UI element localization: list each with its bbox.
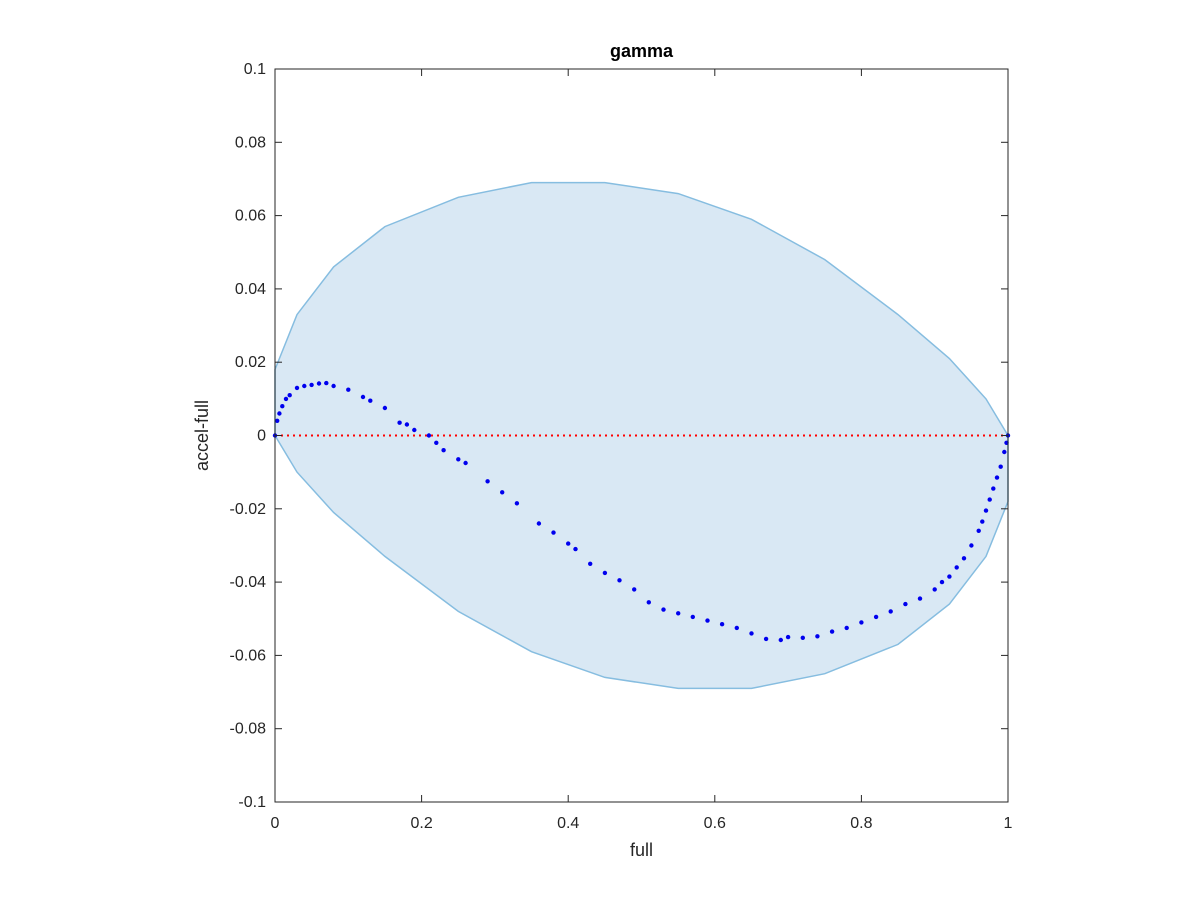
y-tick-label: 0.04 <box>235 281 266 298</box>
y-tick-label: 0.1 <box>244 61 266 78</box>
data-point <box>980 519 985 524</box>
data-point <box>346 387 351 392</box>
data-point <box>991 486 996 491</box>
y-tick-label: -0.08 <box>230 721 267 738</box>
data-point <box>368 398 373 403</box>
data-point <box>426 433 432 438</box>
data-point <box>602 570 608 576</box>
data-point <box>331 383 336 389</box>
data-point <box>954 565 959 570</box>
data-point <box>705 618 710 623</box>
data-point <box>844 625 849 631</box>
y-axis-label: accel-full <box>192 400 212 471</box>
data-point <box>947 574 952 579</box>
data-point <box>283 396 289 402</box>
data-point <box>536 521 542 526</box>
x-axis-label: full <box>630 840 653 860</box>
data-point <box>632 587 637 592</box>
y-tick-label: 0.06 <box>235 208 266 225</box>
data-point <box>785 634 791 640</box>
data-point <box>734 625 739 631</box>
y-tick-label: 0 <box>257 428 266 445</box>
data-point <box>302 383 307 389</box>
y-tick-label: 0.08 <box>235 134 266 151</box>
data-point <box>969 543 974 548</box>
data-point <box>360 394 366 400</box>
x-axis: 0 0.2 0.4 0.6 0.8 1 <box>271 69 1013 832</box>
data-point <box>829 629 835 634</box>
data-point <box>763 636 769 642</box>
y-axis: 0.1 0.08 0.06 0.04 0.02 0 -0.02 -0.04 -0.06 -0.08… <box>230 61 1008 811</box>
data-point <box>998 464 1003 469</box>
data-point <box>1002 449 1007 455</box>
data-point <box>500 490 505 495</box>
data-point <box>800 635 805 640</box>
data-point <box>382 405 388 411</box>
data-point <box>588 561 593 566</box>
data-point <box>987 497 992 502</box>
x-tick-label: 0.4 <box>557 815 579 832</box>
data-point <box>441 448 446 453</box>
data-point <box>719 622 725 627</box>
x-tick-label: 0.8 <box>850 815 872 832</box>
data-point <box>903 601 908 607</box>
data-point <box>573 546 578 552</box>
data-point <box>275 418 280 423</box>
data-point <box>514 501 520 506</box>
data-point <box>661 607 666 612</box>
x-tick-label: 0.6 <box>704 815 726 832</box>
data-point <box>280 404 285 409</box>
data-point <box>917 596 923 601</box>
data-point <box>859 620 864 625</box>
data-point <box>932 587 937 592</box>
data-point <box>316 381 322 386</box>
data-point <box>485 479 490 484</box>
data-point <box>566 541 571 546</box>
y-tick-label: -0.04 <box>230 574 267 591</box>
data-point <box>749 631 754 636</box>
data-point <box>324 380 329 386</box>
data-point <box>994 475 1000 480</box>
data-point <box>983 508 989 513</box>
data-point <box>397 420 402 425</box>
y-tick-label: 0.02 <box>235 354 266 371</box>
data-point <box>961 556 967 561</box>
data-point <box>434 440 439 445</box>
data-point <box>309 382 314 388</box>
data-point <box>277 411 282 416</box>
y-tick-label: -0.1 <box>238 794 266 811</box>
x-tick-label: 0 <box>271 815 280 832</box>
data-point <box>815 634 820 639</box>
data-point <box>456 457 461 462</box>
data-point <box>294 385 300 391</box>
data-point <box>287 393 292 398</box>
data-point <box>690 614 695 620</box>
data-point <box>646 600 651 605</box>
data-point <box>778 637 783 643</box>
data-point <box>939 579 945 585</box>
data-point <box>676 611 681 616</box>
data-point <box>873 614 879 620</box>
data-point <box>888 609 893 614</box>
y-tick-label: -0.02 <box>230 501 267 518</box>
data-point <box>551 530 556 535</box>
y-tick-label: -0.06 <box>230 647 267 664</box>
chart-title: gamma <box>610 41 674 61</box>
data-point <box>617 578 622 583</box>
data-point <box>412 427 417 433</box>
x-tick-label: 1 <box>1004 815 1013 832</box>
data-point <box>404 422 410 427</box>
data-point <box>463 460 468 466</box>
data-point <box>976 528 981 533</box>
x-tick-label: 0.2 <box>410 815 432 832</box>
